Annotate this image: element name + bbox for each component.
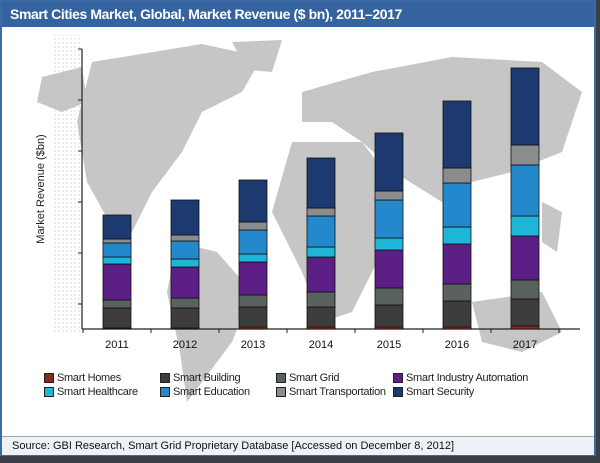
bar-segment-smart-grid xyxy=(170,297,200,309)
legend-item: Smart Building xyxy=(160,372,241,384)
bar-segment-smart-education xyxy=(170,240,200,260)
bar-segment-smart-grid xyxy=(510,279,540,300)
chart-title: Smart Cities Market, Global, Market Reve… xyxy=(2,2,594,27)
bar-segment-smart-building xyxy=(238,306,268,328)
bar-segment-smart-security xyxy=(442,100,472,169)
legend-item: Smart Grid xyxy=(276,372,339,384)
bar-segment-smart-industry-automation xyxy=(170,266,200,299)
bar-segment-smart-transportation xyxy=(102,238,132,244)
bar-segment-smart-building xyxy=(374,304,404,328)
x-tick-label: 2017 xyxy=(513,339,537,351)
legend-item: Smart Transportation xyxy=(276,386,386,398)
bar-segment-smart-grid xyxy=(374,287,404,306)
bar-segment-smart-education xyxy=(510,164,540,217)
bar-stack-2011 xyxy=(102,214,132,330)
bar-segment-smart-transportation xyxy=(374,190,404,201)
legend-item: Smart Homes xyxy=(44,372,121,384)
y-axis-label: Market Revenue ($bn) xyxy=(35,134,47,243)
bar-stack-2015 xyxy=(374,132,404,330)
x-tick-label: 2015 xyxy=(377,339,401,351)
bar-segment-smart-security xyxy=(102,214,132,240)
bar-segment-smart-industry-automation xyxy=(102,263,132,301)
legend-label: Smart Industry Automation xyxy=(406,372,529,384)
bar-segment-smart-healthcare xyxy=(374,237,404,251)
bar-segment-smart-transportation xyxy=(238,221,268,231)
bar-segment-smart-healthcare xyxy=(238,253,268,263)
bar-segment-smart-transportation xyxy=(170,234,200,242)
legend-swatch xyxy=(44,373,54,383)
bar-segment-smart-industry-automation xyxy=(374,249,404,289)
legend-swatch xyxy=(160,373,170,383)
legend-swatch xyxy=(393,387,403,397)
x-tick-label: 2012 xyxy=(173,339,197,351)
dotted-strip xyxy=(52,35,80,332)
bar-segment-smart-grid xyxy=(306,291,336,308)
bar-segment-smart-healthcare xyxy=(102,256,132,265)
bar-segment-smart-grid xyxy=(442,283,472,302)
bar-segment-smart-security xyxy=(170,199,200,236)
legend-label: Smart Transportation xyxy=(289,386,386,398)
bar-segment-smart-grid xyxy=(102,299,132,309)
x-tick-label: 2013 xyxy=(241,339,265,351)
bar-segment-smart-industry-automation xyxy=(442,243,472,285)
bar-stack-2017 xyxy=(510,67,540,330)
legend-item: Smart Healthcare xyxy=(44,386,138,398)
bar-segment-smart-healthcare xyxy=(442,226,472,245)
bar-segment-smart-homes xyxy=(510,325,540,330)
chart-frame: Smart Cities Market, Global, Market Reve… xyxy=(0,0,596,456)
legend-item: Smart Security xyxy=(393,386,474,398)
bar-segment-smart-transportation xyxy=(510,144,540,166)
bar-segment-smart-security xyxy=(374,132,404,192)
legend-label: Smart Healthcare xyxy=(57,386,138,398)
bar-segment-smart-healthcare xyxy=(306,246,336,258)
x-tick-label: 2016 xyxy=(445,339,469,351)
bar-stack-2014 xyxy=(306,157,336,330)
bar-segment-smart-transportation xyxy=(442,167,472,184)
legend-label: Smart Grid xyxy=(289,372,340,384)
source-note: Source: GBI Research, Smart Grid Proprie… xyxy=(2,436,594,455)
bar-segment-smart-industry-automation xyxy=(510,235,540,281)
legend-swatch xyxy=(276,387,286,397)
bar-segment-smart-education xyxy=(102,242,132,258)
bar-segment-smart-industry-automation xyxy=(306,256,336,293)
bar-segment-smart-building xyxy=(306,306,336,328)
bar-stack-2013 xyxy=(238,179,268,330)
bar-stack-2016 xyxy=(442,100,472,330)
bar-segment-smart-industry-automation xyxy=(238,261,268,296)
bar-segment-smart-healthcare xyxy=(170,258,200,268)
bar-segment-smart-grid xyxy=(238,294,268,308)
bar-segment-smart-security xyxy=(306,157,336,209)
bar-segment-smart-security xyxy=(510,67,540,146)
stacked-bar-chart: Market Revenue ($bn) 2011 2012 2013 2014 201… xyxy=(35,35,582,402)
legend-label: Smart Education xyxy=(173,386,250,398)
bar-segment-smart-education xyxy=(306,215,336,248)
bar-segment-smart-transportation xyxy=(306,207,336,217)
bar-segment-smart-building xyxy=(102,307,132,329)
bar-segment-smart-healthcare xyxy=(510,215,540,237)
legend-swatch xyxy=(393,373,403,383)
legend-label: Smart Homes xyxy=(57,372,121,384)
legend-label: Smart Security xyxy=(406,386,474,398)
legend-item: Smart Education xyxy=(160,386,250,398)
bar-segment-smart-education xyxy=(238,229,268,255)
bar-segment-smart-education xyxy=(442,182,472,228)
x-tick-label: 2014 xyxy=(309,339,333,351)
legend-swatch xyxy=(160,387,170,397)
x-tick-label: 2011 xyxy=(105,339,129,351)
legend-label: Smart Building xyxy=(173,372,241,384)
bar-segment-smart-building xyxy=(510,298,540,327)
legend-item: Smart Industry Automation xyxy=(393,372,528,384)
legend-swatch xyxy=(44,387,54,397)
bar-segment-smart-building xyxy=(170,307,200,329)
bar-stack-2012 xyxy=(170,199,200,330)
bar-segment-smart-security xyxy=(238,179,268,223)
bar-segment-smart-building xyxy=(442,300,472,328)
legend-swatch xyxy=(276,373,286,383)
bar-segment-smart-education xyxy=(374,199,404,239)
